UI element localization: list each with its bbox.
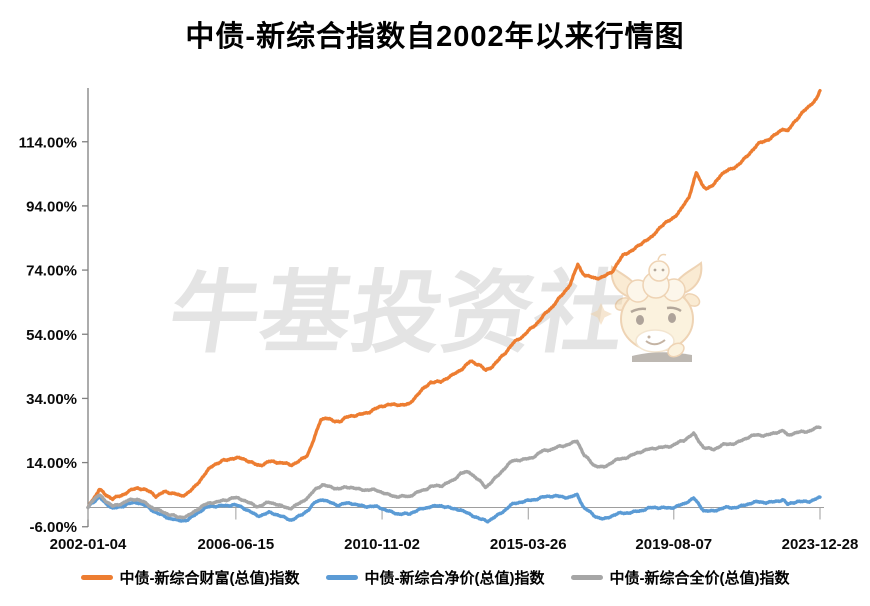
legend-label: 中债-新综合全价(总值)指数 bbox=[609, 570, 790, 587]
y-axis-label: 34.00% bbox=[26, 391, 77, 408]
axis-labels: 114.00% 94.00% 74.00% 54.00% 34.00% 14.00% -6.… bbox=[19, 134, 859, 553]
bull-eye bbox=[668, 313, 676, 323]
bull-brow bbox=[666, 306, 682, 313]
legend-item-2: 中债-新综合全价(总值)指数 bbox=[570, 567, 790, 588]
bull-hand bbox=[667, 342, 685, 358]
x-axis-label: 2002-01-04 bbox=[50, 536, 127, 553]
bull-eye bbox=[636, 315, 644, 325]
chart-title: 中债-新综合指数自2002年以来行情图 bbox=[185, 21, 685, 53]
series-lines bbox=[86, 88, 822, 524]
calf-eye bbox=[661, 268, 665, 272]
x-axis-label: 2006-06-15 bbox=[197, 536, 274, 553]
calf-curl bbox=[657, 253, 667, 261]
x-axis-label: 2023-12-28 bbox=[782, 536, 859, 553]
bull-muzzle bbox=[635, 329, 675, 353]
y-axis-label: 94.00% bbox=[26, 198, 77, 215]
watermark-text: 牛基投资社 bbox=[162, 264, 633, 364]
y-axis-label: 54.00% bbox=[26, 327, 77, 344]
x-axis-label: 2015-03-26 bbox=[490, 536, 567, 553]
sparkle-icon bbox=[590, 303, 612, 325]
bull-body bbox=[632, 352, 692, 362]
series-line-2 bbox=[86, 425, 822, 520]
x-axis-label: 2010-11-02 bbox=[344, 536, 420, 553]
baby-calf-icon bbox=[648, 260, 670, 282]
legend: 中债-新综合财富(总值)指数 中债-新综合净价(总值)指数 中债-新综合全价(总值)… bbox=[0, 567, 870, 588]
legend-label: 中债-新综合净价(总值)指数 bbox=[364, 570, 545, 587]
bull-brow bbox=[630, 307, 647, 314]
y-axis-label: 74.00% bbox=[26, 263, 77, 280]
x-axis-label: 2019-08-07 bbox=[635, 536, 712, 553]
legend-item-0: 中债-新综合财富(总值)指数 bbox=[80, 567, 300, 588]
legend-swatch-icon bbox=[80, 575, 113, 580]
legend-label: 中债-新综合财富(总值)指数 bbox=[119, 570, 300, 587]
bull-nostril bbox=[647, 335, 651, 339]
bull-mascot-watermark-icon bbox=[590, 253, 703, 362]
series-line-1 bbox=[86, 492, 822, 524]
legend-swatch-icon bbox=[570, 575, 603, 580]
y-axis-label: 114.00% bbox=[19, 134, 77, 151]
legend-item-1: 中债-新综合净价(总值)指数 bbox=[325, 567, 545, 588]
bull-smile bbox=[645, 339, 666, 346]
series-line-0 bbox=[86, 88, 822, 510]
y-axis-label: -6.00% bbox=[29, 519, 77, 536]
calf-eye bbox=[653, 268, 657, 272]
legend-swatch-icon bbox=[325, 575, 358, 580]
y-axis-label: 14.00% bbox=[26, 455, 77, 472]
